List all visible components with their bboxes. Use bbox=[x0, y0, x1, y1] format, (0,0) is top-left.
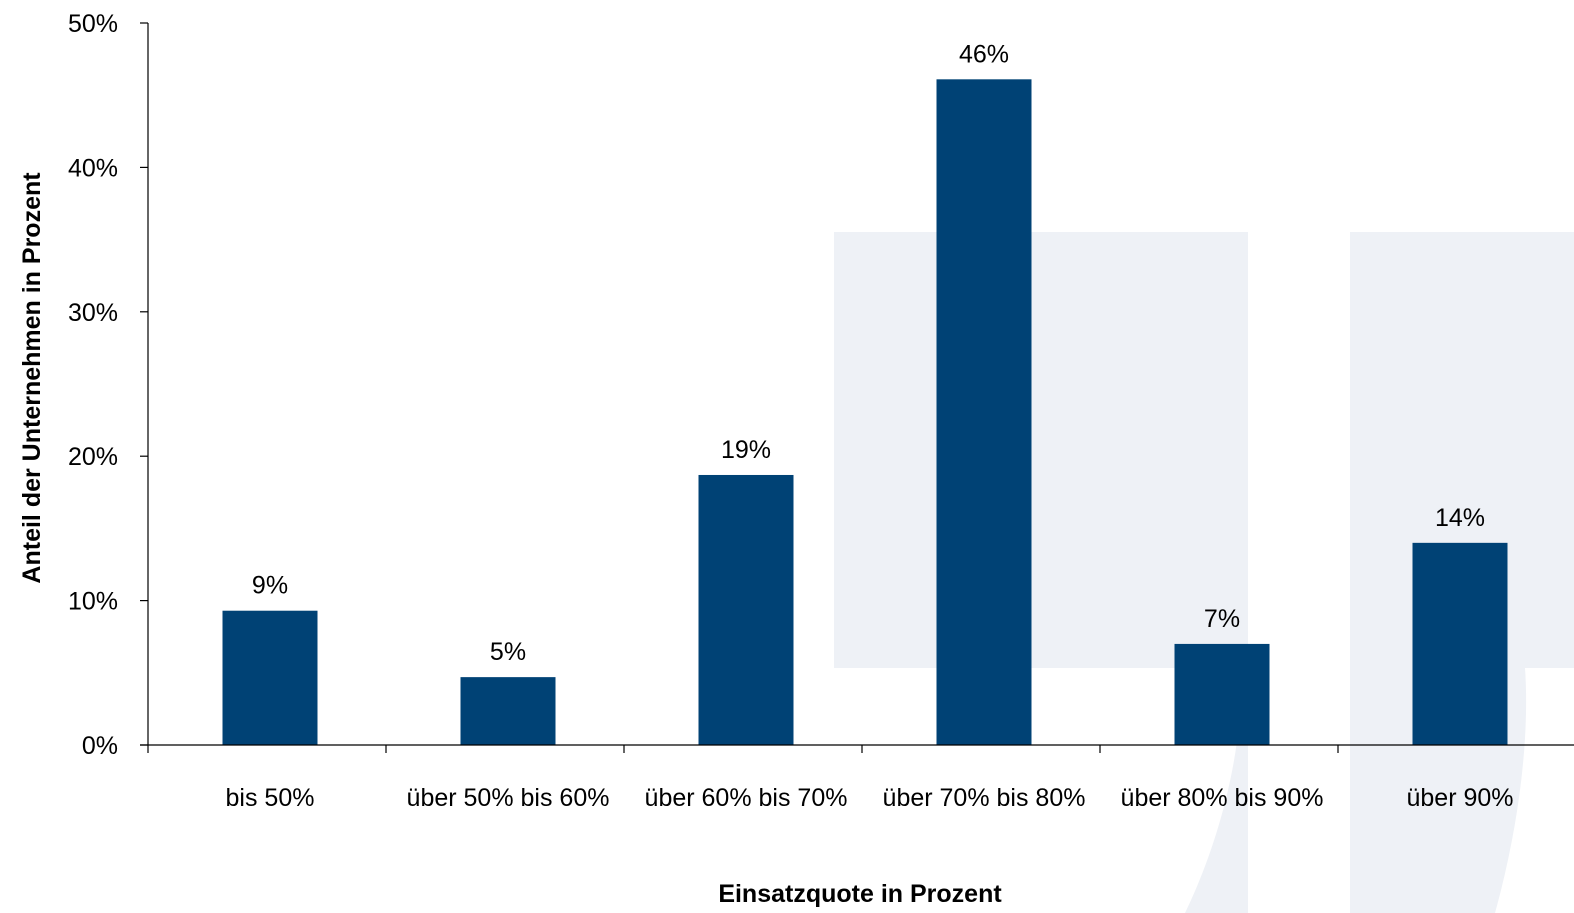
x-ticks-group: bis 50% über 50% bis 60% über 60% bis 70% ü… bbox=[147, 745, 1514, 812]
bar-data-label: 46% bbox=[959, 40, 1009, 68]
x-tick-label: über 80% bis 90% bbox=[1121, 784, 1324, 812]
bar bbox=[936, 79, 1032, 746]
bars-group bbox=[222, 79, 1508, 746]
x-tick-label: über 50% bis 60% bbox=[407, 784, 610, 812]
bar-data-label: 5% bbox=[490, 638, 526, 666]
y-tick-label: 50% bbox=[68, 10, 118, 38]
x-tick-label: über 90% bbox=[1406, 784, 1513, 812]
y-tick-label: 10% bbox=[68, 588, 118, 616]
x-axis: bis 50% über 50% bis 60% über 60% bis 70% ü… bbox=[140, 744, 1574, 812]
bar-labels-group: 9% 5% 19% 46% 7% 14% bbox=[252, 40, 1485, 666]
y-axis-title: Anteil der Unternehmen in Prozent bbox=[18, 172, 46, 584]
y-tick-label: 20% bbox=[68, 443, 118, 471]
y-axis: 0% 10% 20% 30% 40% 50% bbox=[68, 10, 149, 760]
y-ticks-group: 0% 10% 20% 30% 40% 50% bbox=[68, 10, 148, 760]
y-tick-label: 40% bbox=[68, 154, 118, 182]
bar bbox=[698, 474, 794, 745]
y-tick-label: 30% bbox=[68, 299, 118, 327]
x-tick-label: bis 50% bbox=[226, 784, 315, 812]
bar bbox=[222, 610, 318, 745]
bar-data-label: 9% bbox=[252, 572, 288, 600]
x-tick-label: über 70% bis 80% bbox=[883, 784, 1086, 812]
bar bbox=[460, 677, 556, 745]
bar bbox=[1412, 542, 1508, 745]
bar-data-label: 7% bbox=[1204, 605, 1240, 633]
bar-data-label: 19% bbox=[721, 436, 771, 464]
bar bbox=[1174, 643, 1270, 745]
x-tick-label: über 60% bis 70% bbox=[645, 784, 848, 812]
bar-data-label: 14% bbox=[1435, 504, 1485, 532]
y-tick-label: 0% bbox=[82, 732, 118, 760]
x-axis-title: Einsatzquote in Prozent bbox=[718, 880, 1002, 908]
